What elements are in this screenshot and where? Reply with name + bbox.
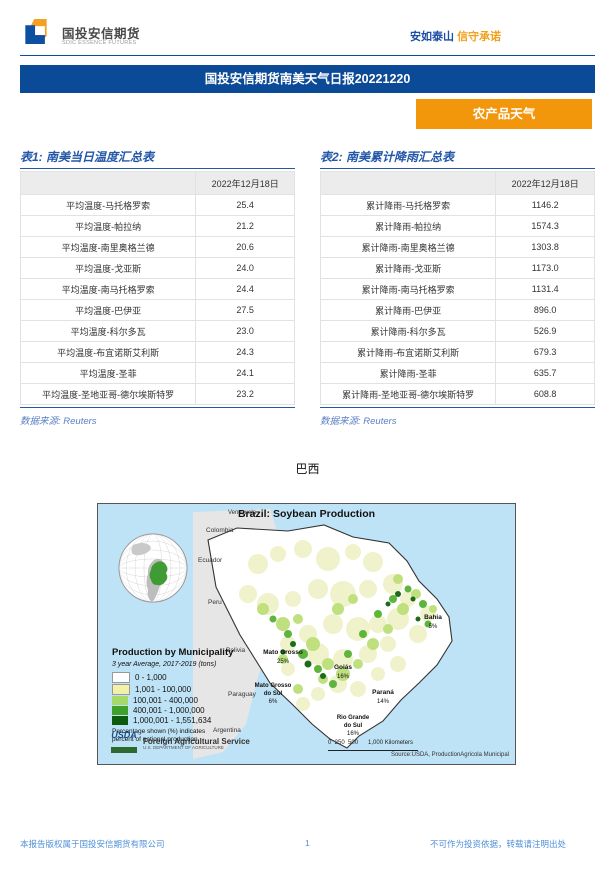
svg-text:5%: 5%	[429, 624, 438, 630]
svg-text:do Sul: do Sul	[344, 723, 363, 729]
svg-text:Paraná: Paraná	[372, 689, 394, 696]
svg-text:14%: 14%	[377, 699, 390, 705]
svg-text:Ecuador: Ecuador	[198, 557, 223, 564]
svg-text:25%: 25%	[277, 659, 290, 665]
svg-text:16%: 16%	[337, 674, 350, 680]
svg-text:Goiás: Goiás	[334, 664, 352, 671]
svg-text:Peru: Peru	[208, 599, 222, 606]
svg-text:Colombia: Colombia	[206, 527, 234, 534]
svg-text:Bahia: Bahia	[424, 614, 442, 621]
svg-text:16%: 16%	[347, 731, 360, 737]
svg-text:Rio Grande: Rio Grande	[337, 715, 370, 721]
